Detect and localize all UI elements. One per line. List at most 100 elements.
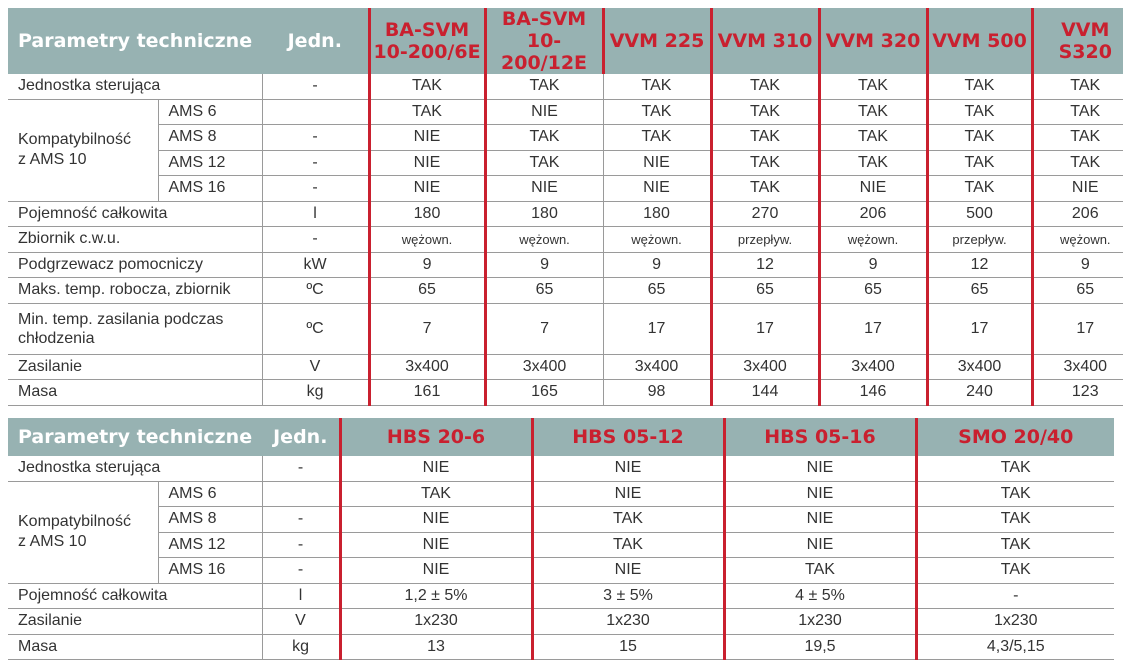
table-row: AMS 8 - NIE TAK TAK TAK TAK TAK TAK [8,124,1123,151]
row-label: Jednostka sterująca [8,74,263,100]
header-model: HBS 05-16 [722,418,917,456]
sub-label: AMS 12 [157,532,263,558]
value-cell: 9 [1030,252,1123,278]
value-cell: 3x400 [817,354,928,380]
value-cell: 65 [925,277,1033,304]
value-cell: TAK [338,481,533,507]
value-cell: 65 [483,277,604,304]
header-model: SMO 20/40 [914,418,1115,456]
value-cell: 123 [1030,379,1123,406]
value-cell: 9 [602,252,712,278]
row-unit [261,99,370,125]
table-row: Podgrzewacz pomocniczy kW 9 9 9 12 9 12 9 [8,252,1123,278]
value-cell: 1,2 ± 5% [338,583,533,609]
value-cell: wężown. [817,226,928,253]
value-cell: TAK [914,532,1115,558]
value-cell: NIE [338,557,533,584]
value-cell: 180 [367,201,486,227]
row-label: Jednostka sterująca [8,456,263,482]
sub-label: AMS 8 [157,506,263,533]
value-cell: TAK [709,150,820,176]
value-cell: 3x400 [483,354,604,380]
row-unit: - [261,456,341,482]
table-row: AMS 12 - NIE TAK NIE TAK TAK TAK TAK [8,150,1123,176]
row-label: Zasilanie [8,354,263,380]
row-unit: V [261,354,370,380]
value-cell: TAK [925,74,1033,100]
value-cell: 3 ± 5% [530,583,725,609]
header-model: HBS 05-12 [530,418,725,456]
value-cell: TAK [367,99,486,125]
value-cell: 17 [602,303,712,355]
row-label: Zbiornik c.w.u. [8,226,263,253]
value-cell: NIE [817,175,928,202]
value-cell: TAK [817,74,928,100]
value-cell: 65 [1030,277,1123,304]
value-cell: 1x230 [722,608,917,635]
value-cell: NIE [722,456,917,482]
sub-label: AMS 16 [157,557,263,584]
table-row: Zasilanie V 3x400 3x400 3x400 3x400 3x400 3x4… [8,354,1123,380]
row-unit: l [261,583,341,609]
value-cell: NIE [338,506,533,533]
value-cell: 240 [925,379,1033,406]
row-label: Pojemność całkowita [8,583,263,609]
row-unit: kW [261,252,370,278]
value-cell: TAK [530,532,725,558]
value-cell: 65 [709,277,820,304]
value-cell: 161 [367,379,486,406]
table-row: Jednostka sterująca - NIE NIE NIE TAK [8,456,1115,482]
value-cell: TAK [817,99,928,125]
value-cell: 9 [817,252,928,278]
value-cell: 12 [925,252,1033,278]
value-cell: 180 [602,201,712,227]
value-cell: NIE [530,481,725,507]
value-cell: TAK [817,124,928,151]
value-cell: 17 [709,303,820,355]
table-row: Pojemność całkowita l 180 180 180 270 206 500… [8,201,1123,227]
table-row: Pojemność całkowita l 1,2 ± 5% 3 ± 5% 4 ± … [8,583,1115,609]
value-cell: przepływ. [709,226,820,253]
sub-label: AMS 8 [157,124,263,151]
group-label: Kompatybilność z AMS 10 [8,481,158,584]
value-cell: NIE [602,175,712,202]
value-cell: 65 [817,277,928,304]
value-cell: przepływ. [925,226,1033,253]
group-label: Kompatybilność z AMS 10 [8,99,158,202]
value-cell: TAK [709,124,820,151]
value-cell: NIE [722,481,917,507]
value-cell: 65 [602,277,712,304]
header-model: HBS 20-6 [338,418,533,456]
value-cell: 3x400 [602,354,712,380]
value-cell: 3x400 [925,354,1033,380]
spec-table-2: Parametry techniczne Jedn. HBS 20-6 HBS … [8,418,1115,660]
header-model: BA-SVM 10-200/12E [483,8,604,74]
table-header-row: Parametry techniczne Jedn. BA-SVM 10-200/… [8,8,1123,74]
value-cell: TAK [602,74,712,100]
header-model: VVM S320 [1030,8,1123,74]
header-model: BA-SVM 10-200/6E [367,8,486,74]
row-unit: l [261,201,370,227]
value-cell: 9 [367,252,486,278]
table-row: Zasilanie V 1x230 1x230 1x230 1x230 [8,608,1115,635]
value-cell: 7 [367,303,486,355]
value-cell: 9 [483,252,604,278]
row-unit: - [261,124,370,151]
header-unit: Jedn. [262,8,370,74]
table-row: Jednostka sterująca - TAK TAK TAK TAK TAK TAK… [8,74,1123,100]
value-cell: TAK [1030,124,1123,151]
table-header-row: Parametry techniczne Jedn. HBS 20-6 HBS … [8,418,1115,456]
value-cell: 1x230 [914,608,1115,635]
value-cell: wężown. [367,226,486,253]
value-cell: 180 [483,201,604,227]
value-cell: TAK [483,150,604,176]
value-cell: TAK [914,557,1115,584]
row-unit: V [261,608,341,635]
value-cell: 98 [602,379,712,406]
sub-label: AMS 6 [157,99,263,125]
value-cell: TAK [914,481,1115,507]
sub-label: AMS 16 [157,175,263,202]
table-row: AMS 16 - NIE NIE TAK TAK [8,557,1115,584]
value-cell: TAK [925,124,1033,151]
value-cell: TAK [602,99,712,125]
